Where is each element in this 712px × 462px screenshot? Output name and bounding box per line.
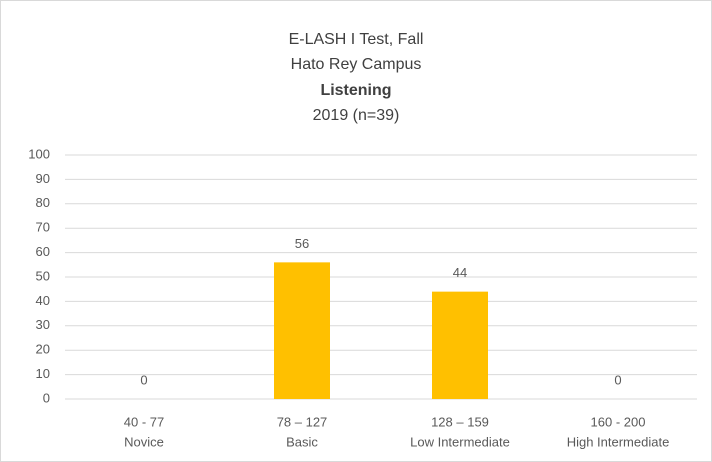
y-tick-label: 90 — [36, 171, 50, 186]
data-label: 0 — [614, 372, 621, 387]
bar — [432, 291, 488, 399]
y-tick-label: 80 — [36, 195, 50, 210]
y-tick-label: 0 — [43, 390, 50, 405]
data-label: 56 — [295, 236, 309, 251]
y-tick-label: 70 — [36, 220, 50, 235]
data-label: 0 — [140, 372, 147, 387]
chart-title: Hato Rey Campus — [291, 56, 422, 73]
y-tick-label: 100 — [28, 146, 50, 161]
x-tick-label: Novice — [124, 434, 164, 449]
y-tick-label: 50 — [36, 268, 50, 283]
x-tick-label: 78 – 127 — [277, 414, 328, 429]
y-tick-label: 40 — [36, 293, 50, 308]
x-tick-label: 160 - 200 — [591, 414, 646, 429]
y-tick-label: 10 — [36, 366, 50, 381]
y-tick-label: 20 — [36, 342, 50, 357]
chart-title: E-LASH I Test, Fall — [289, 31, 424, 48]
x-tick-label: 128 – 159 — [431, 414, 489, 429]
data-label: 44 — [453, 265, 467, 280]
bar — [274, 262, 330, 399]
y-tick-label: 60 — [36, 244, 50, 259]
y-tick-label: 30 — [36, 317, 50, 332]
chart-title: Listening — [320, 82, 391, 99]
x-tick-label: Low Intermediate — [410, 434, 510, 449]
x-tick-label: High Intermediate — [567, 434, 670, 449]
x-tick-label: 40 - 77 — [124, 414, 164, 429]
x-tick-label: Basic — [286, 434, 318, 449]
chart-title: 2019 (n=39) — [313, 107, 400, 124]
